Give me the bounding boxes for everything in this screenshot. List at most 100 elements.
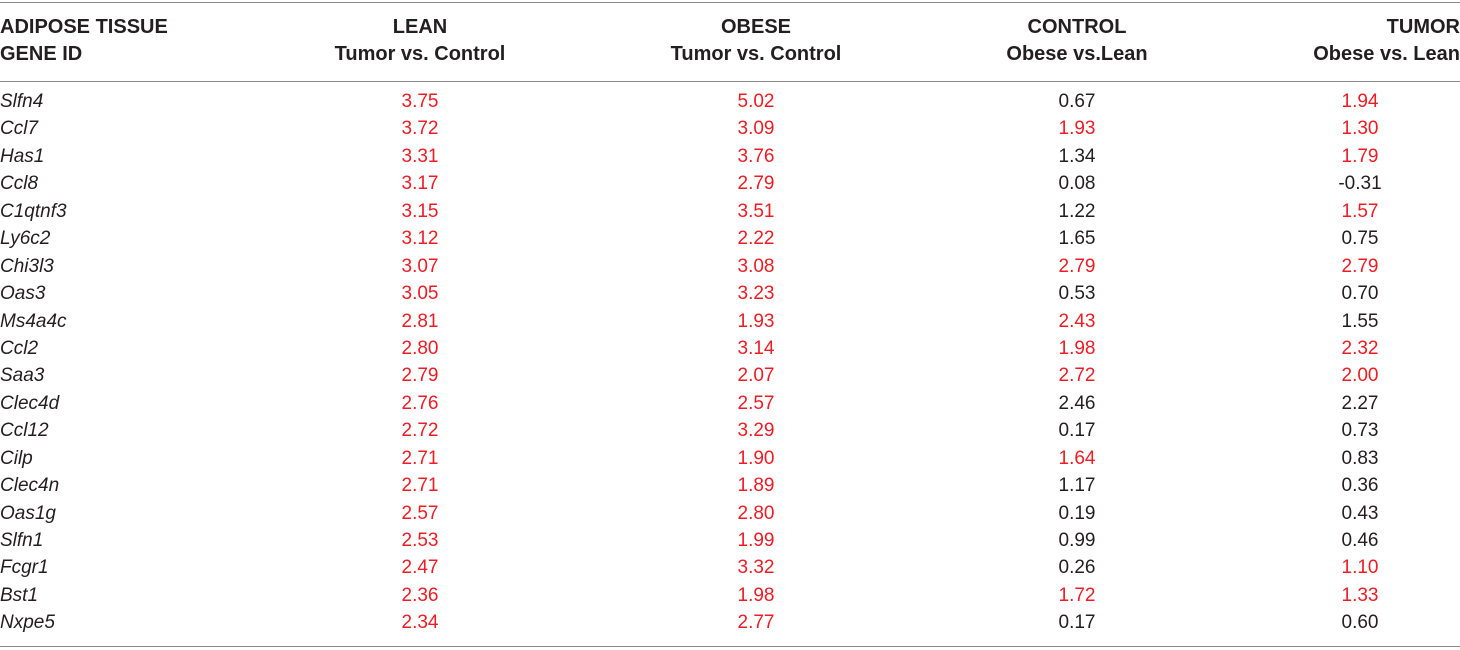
- lean-value-cell: 2.47: [401, 557, 439, 579]
- obese-value-cell: 2.77: [737, 612, 775, 634]
- control-value-cell: 0.53: [1058, 283, 1096, 305]
- lean-value-cell: 2.57: [401, 502, 439, 524]
- tumor-value-cell: 1.94: [1341, 91, 1379, 112]
- lean-value-cell: 2.34: [401, 612, 439, 634]
- table-row: Ccl2 2.80 3.14 1.98 2.32: [0, 335, 1460, 362]
- header-line-1: OBESE: [720, 16, 792, 38]
- obese-value-cell: 3.51: [737, 200, 775, 222]
- lean-value-cell: 2.80: [401, 337, 439, 359]
- lean-value-cell: 3.05: [401, 283, 439, 305]
- control-value-cell: 1.65: [1058, 228, 1096, 250]
- table-row: Ly6c2 3.12 2.22 1.65 0.75: [0, 225, 1460, 252]
- obese-value-cell: 2.22: [737, 228, 775, 250]
- tumor-value-cell: 1.10: [1341, 557, 1379, 579]
- control-value-cell: 1.64: [1058, 447, 1096, 469]
- tumor-value-cell: 0.46: [1341, 530, 1379, 551]
- lean-value-cell: 3.31: [401, 145, 439, 167]
- obese-value-cell: 3.76: [737, 145, 775, 167]
- tumor-value-cell: 0.75: [1341, 228, 1379, 250]
- obese-value-cell: 2.57: [737, 392, 775, 414]
- lean-value-cell: 2.72: [401, 420, 439, 442]
- obese-value-cell: 1.89: [737, 475, 775, 497]
- table-row: Oas1g 2.57 2.80 0.19 0.43: [0, 500, 1460, 527]
- obese-value-cell: 3.09: [737, 118, 775, 140]
- control-value-cell: 1.22: [1058, 200, 1096, 222]
- tumor-value-cell: 2.32: [1341, 337, 1379, 359]
- tumor-value-cell: 2.27: [1341, 392, 1379, 414]
- lean-value-cell: 2.53: [401, 530, 439, 551]
- control-value-cell: 1.72: [1058, 584, 1096, 606]
- gene-id-cell: Oas1g: [0, 502, 56, 524]
- control-value-cell: 0.67: [1058, 91, 1096, 112]
- table-row: Ccl7 3.72 3.09 1.93 1.30: [0, 115, 1460, 142]
- table-row: Ccl8 3.17 2.79 0.08 -0.31: [0, 170, 1460, 197]
- gene-id-cell: Saa3: [0, 365, 45, 387]
- gene-id-cell: Slfn1: [0, 530, 44, 551]
- table-row: Ms4a4c 2.81 1.93 2.43 1.55: [0, 308, 1460, 335]
- table-row: Fcgr1 2.47 3.32 0.26 1.10: [0, 554, 1460, 581]
- obese-value-cell: 3.23: [737, 283, 775, 305]
- obese-value-cell: 5.02: [737, 91, 775, 112]
- header-line-2: Tumor vs. Control: [334, 43, 506, 65]
- tumor-value-cell: 0.83: [1341, 447, 1379, 469]
- gene-id-cell: Ccl2: [0, 337, 39, 359]
- table-row: Slfn1 2.53 1.99 0.99 0.46: [0, 527, 1460, 554]
- tumor-value-cell: 0.36: [1341, 475, 1379, 497]
- gene-id-cell: Nxpe5: [0, 612, 55, 634]
- tumor-value-cell: 0.43: [1341, 502, 1379, 524]
- control-value-cell: 0.17: [1058, 420, 1096, 442]
- control-value-cell: 0.26: [1058, 557, 1096, 579]
- gene-id-cell: Cilp: [0, 447, 33, 469]
- obese-value-cell: 2.07: [737, 365, 775, 387]
- table-row: Slfn4 3.75 5.02 0.67 1.94: [0, 88, 1460, 115]
- header-line-1: CONTROL: [1027, 16, 1127, 38]
- control-value-cell: 0.08: [1058, 173, 1096, 195]
- table-row: Has1 3.31 3.76 1.34 1.79: [0, 143, 1460, 170]
- table-row: Clec4n 2.71 1.89 1.17 0.36: [0, 472, 1460, 499]
- gene-id-cell: Bst1: [0, 584, 39, 606]
- lean-value-cell: 2.81: [401, 310, 439, 332]
- obese-value-cell: 3.29: [737, 420, 775, 442]
- lean-value-cell: 3.07: [401, 255, 439, 277]
- gene-id-cell: Ccl12: [0, 420, 49, 442]
- table-row: Clec4d 2.76 2.57 2.46 2.27: [0, 390, 1460, 417]
- gene-id-cell: Slfn4: [0, 91, 44, 112]
- header-divider-rule: [0, 81, 1460, 82]
- lean-value-cell: 2.76: [401, 392, 439, 414]
- lean-value-cell: 2.71: [401, 447, 439, 469]
- lean-value-cell: 2.36: [401, 584, 439, 606]
- gene-id-cell: Chi3l3: [0, 255, 54, 277]
- lean-value-cell: 3.75: [401, 91, 439, 112]
- lean-value-cell: 3.15: [401, 200, 439, 222]
- obese-value-cell: 1.98: [737, 584, 775, 606]
- table-row: Ccl12 2.72 3.29 0.17 0.73: [0, 417, 1460, 444]
- header-line-1: ADIPOSE TISSUE: [0, 16, 168, 38]
- header-line-1: TUMOR: [1386, 16, 1460, 38]
- gene-id-cell: Ms4a4c: [0, 310, 67, 332]
- header-lean: LEAN Tumor vs. Control: [300, 14, 540, 68]
- table-top-rule: [0, 2, 1460, 3]
- control-value-cell: 2.79: [1058, 255, 1096, 277]
- obese-value-cell: 3.32: [737, 557, 775, 579]
- table-row: Cilp 2.71 1.90 1.64 0.83: [0, 445, 1460, 472]
- table-row: Bst1 2.36 1.98 1.72 1.33: [0, 582, 1460, 609]
- gene-id-cell: Ccl8: [0, 173, 39, 195]
- table-body: Slfn4 3.75 5.02 0.67 1.94 Ccl7 3.72 3.09 1.93 1.3…: [0, 88, 1460, 637]
- tumor-value-cell: 1.79: [1341, 145, 1379, 167]
- header-line-2: Obese vs. Lean: [1313, 43, 1460, 65]
- control-value-cell: 2.72: [1058, 365, 1096, 387]
- gene-id-cell: Fcgr1: [0, 557, 49, 579]
- control-value-cell: 0.99: [1058, 530, 1096, 551]
- gene-id-cell: Ccl7: [0, 118, 39, 140]
- lean-value-cell: 3.12: [401, 228, 439, 250]
- obese-value-cell: 3.14: [737, 337, 775, 359]
- tumor-value-cell: -0.31: [1338, 173, 1382, 195]
- tumor-value-cell: 1.55: [1341, 310, 1379, 332]
- tumor-value-cell: 1.33: [1341, 584, 1379, 606]
- gene-id-cell: Oas3: [0, 283, 46, 305]
- tumor-value-cell: 1.30: [1341, 118, 1379, 140]
- control-value-cell: 0.19: [1058, 502, 1096, 524]
- control-value-cell: 1.34: [1058, 145, 1096, 167]
- obese-value-cell: 1.99: [737, 530, 775, 551]
- header-line-2: GENE ID: [0, 43, 83, 65]
